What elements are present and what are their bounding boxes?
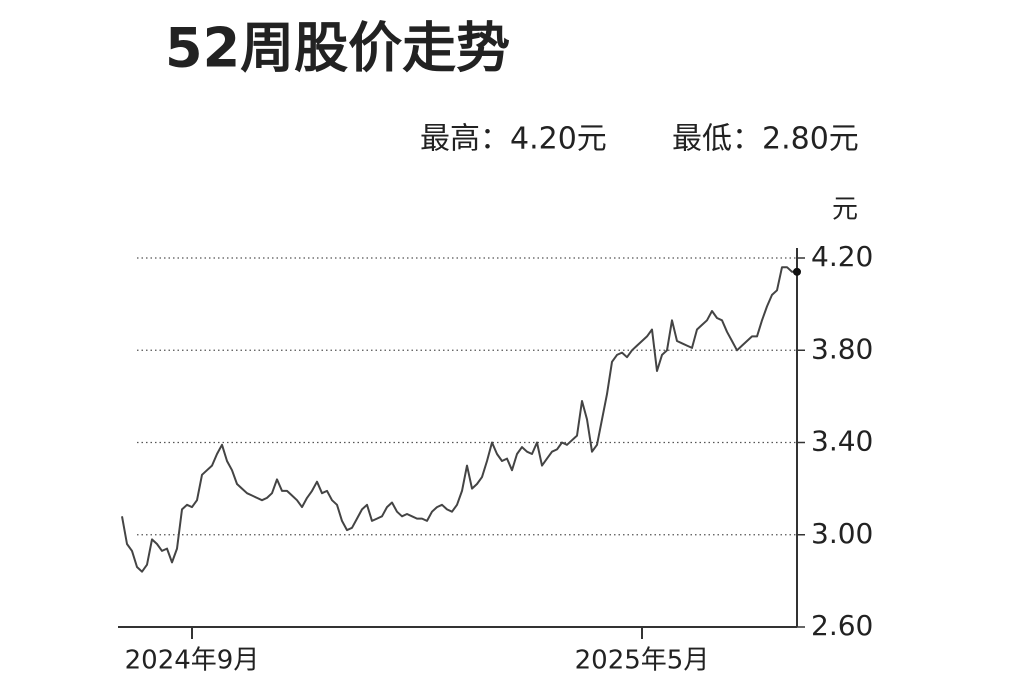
- y-tick-label: 3.00: [811, 517, 873, 550]
- y-axis-label: 元: [832, 195, 858, 225]
- last-point: [793, 267, 801, 276]
- annotation: 最低：2.80元: [672, 122, 859, 157]
- y-tick-label: 2.60: [811, 609, 873, 642]
- x-tick-label: 2025年5月: [575, 646, 710, 676]
- annotation: 最高：4.20元: [420, 122, 607, 157]
- chart-title: 52周股价走势: [165, 17, 510, 80]
- x-tick-label: 2024年9月: [125, 646, 260, 676]
- y-tick-label: 3.40: [811, 425, 873, 458]
- y-tick-label: 3.80: [811, 332, 873, 365]
- price-line: [121, 266, 797, 573]
- y-tick-label: 4.20: [811, 240, 873, 273]
